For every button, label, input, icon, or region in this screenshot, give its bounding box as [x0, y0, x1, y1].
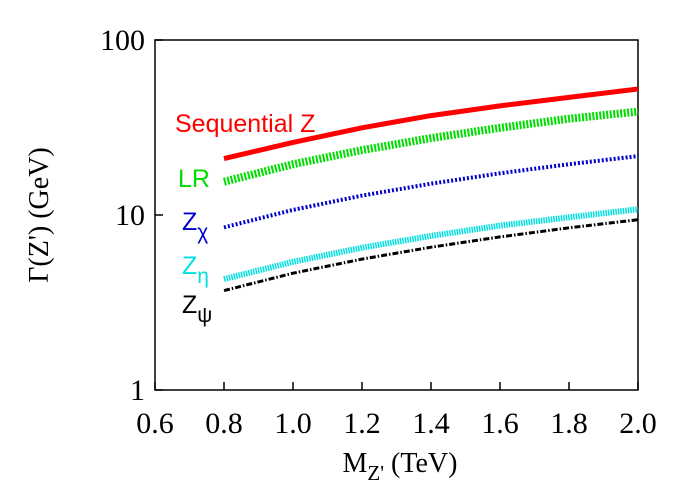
x-tick-label: 1.4	[412, 407, 450, 440]
x-tick-label: 1.2	[343, 407, 381, 440]
x-tick-label: 1.8	[550, 407, 588, 440]
series-line	[223, 86, 639, 162]
series-line	[223, 107, 639, 186]
x-axis-label: MZ' (TeV)	[343, 448, 458, 485]
y-tick-label: 100	[100, 24, 145, 57]
x-tick-label: 0.8	[205, 407, 243, 440]
y-tick-label: 1	[130, 374, 145, 407]
series-label: Sequential Z	[175, 110, 315, 138]
series-label: Zχ	[182, 208, 208, 244]
series-label: Zη	[182, 252, 209, 288]
y-axis-label: Γ(Z') (GeV)	[24, 147, 55, 283]
x-tick-label: 1.0	[274, 407, 312, 440]
series-line	[223, 218, 639, 293]
x-tick-label: 2.0	[619, 407, 657, 440]
x-tick-label: 1.6	[481, 407, 519, 440]
y-tick-label: 10	[115, 199, 145, 232]
series-label: LR	[178, 165, 210, 193]
x-tick-label: 0.6	[136, 407, 174, 440]
series-label: Zψ	[182, 291, 212, 327]
series-line	[223, 206, 639, 283]
